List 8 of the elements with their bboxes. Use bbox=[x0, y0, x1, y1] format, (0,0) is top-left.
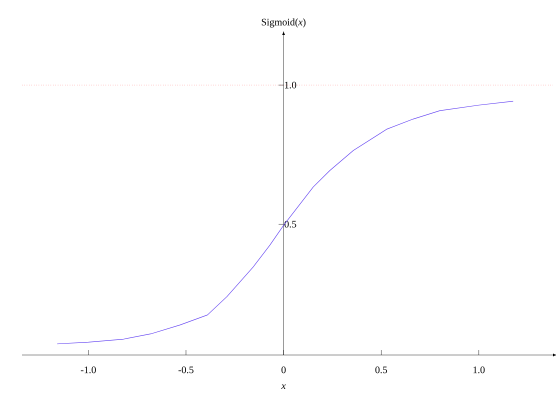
x-tick-label: 1.0 bbox=[473, 366, 485, 374]
x-tick-label: 0.5 bbox=[375, 366, 388, 374]
x-tick-label: -0.5 bbox=[178, 366, 194, 374]
x-tick-label: -1.0 bbox=[80, 366, 96, 374]
x-axis-title: x bbox=[281, 384, 286, 389]
y-axis-title: Sigmoid(x) bbox=[262, 18, 306, 28]
line-series bbox=[56, 100, 514, 344]
x-tick-label: 0 bbox=[281, 366, 286, 374]
